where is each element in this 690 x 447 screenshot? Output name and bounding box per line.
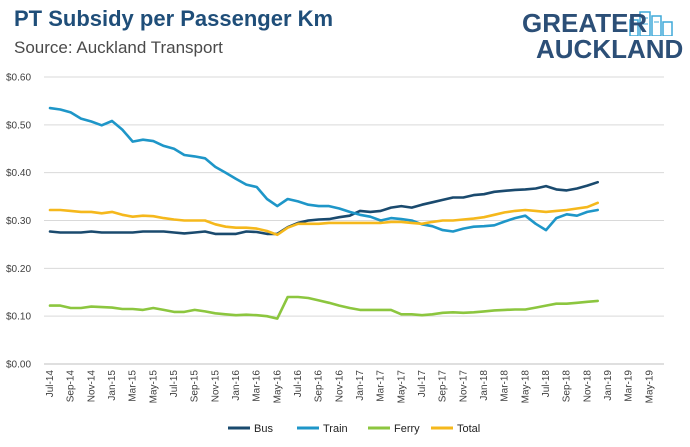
y-tick-label: $0.00 [6, 360, 31, 371]
x-tick-label: Nov-16 [334, 370, 345, 403]
chart-legend: Bus Train Ferry Total [228, 423, 480, 435]
y-tick-label: $0.40 [6, 168, 31, 179]
y-tick-label: $0.20 [6, 264, 31, 275]
x-tick-label: May-17 [396, 370, 407, 404]
y-tick-label: $0.30 [6, 216, 31, 227]
legend-label-bus: Bus [254, 423, 273, 435]
x-tick-label: Mar-16 [252, 370, 263, 402]
x-tick-label: Nov-14 [86, 370, 97, 403]
x-tick-label: Sep-16 [314, 370, 325, 403]
x-tick-label: Nov-17 [458, 370, 469, 403]
series-line-bus [50, 182, 598, 234]
y-tick-label: $0.50 [6, 120, 31, 131]
x-tick-label: Jan-15 [107, 370, 118, 401]
x-tick-label: Jul-16 [293, 370, 304, 398]
x-tick-label: Jul-14 [45, 370, 56, 398]
gridlines [44, 77, 664, 364]
x-tick-label: May-19 [644, 370, 655, 404]
x-tick-label: Jan-17 [355, 370, 366, 401]
x-tick-label: Jul-18 [541, 370, 552, 398]
y-tick-label: $0.60 [6, 73, 31, 84]
series-line-ferry [50, 297, 598, 319]
x-tick-label: Sep-14 [66, 370, 77, 403]
x-tick-label: Nov-15 [210, 370, 221, 403]
subsidy-line-chart: $0.00 $0.10 $0.20 $0.30 $0.40 $0.50 $0.60 Jul-… [0, 0, 690, 447]
legend-label-total: Total [457, 423, 480, 435]
series-lines [50, 108, 598, 319]
x-tick-label: Jan-18 [479, 370, 490, 401]
x-tick-label: Mar-17 [376, 370, 387, 402]
x-tick-label: Sep-15 [190, 370, 201, 403]
x-axis-ticks: Jul-14 Sep-14 Nov-14 Jan-15 Mar-15 May-15 Jul-… [45, 370, 655, 404]
y-axis-ticks: $0.00 $0.10 $0.20 $0.30 $0.40 $0.50 $0.60 [6, 73, 31, 371]
x-tick-label: Mar-18 [500, 370, 511, 402]
x-tick-label: May-15 [148, 370, 159, 404]
x-tick-label: Jul-15 [169, 370, 180, 398]
x-tick-label: Jul-17 [417, 370, 428, 398]
x-tick-label: Sep-17 [438, 370, 449, 403]
x-tick-label: May-18 [520, 370, 531, 404]
x-tick-label: Mar-15 [128, 370, 139, 402]
series-line-train [50, 108, 598, 231]
x-tick-label: Sep-18 [562, 370, 573, 403]
y-tick-label: $0.10 [6, 312, 31, 323]
x-tick-label: Jan-19 [603, 370, 614, 401]
x-tick-label: Jan-16 [231, 370, 242, 401]
legend-label-ferry: Ferry [394, 423, 420, 435]
legend-label-train: Train [323, 423, 348, 435]
x-tick-label: Nov-18 [582, 370, 593, 403]
x-tick-label: Mar-19 [624, 370, 635, 402]
x-tick-label: May-16 [272, 370, 283, 404]
